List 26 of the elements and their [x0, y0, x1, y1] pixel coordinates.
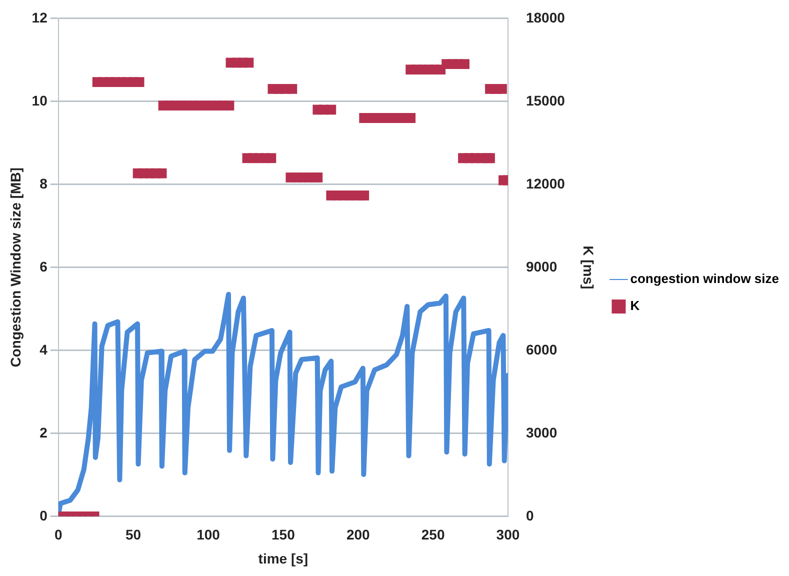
legend-label: congestion window size	[630, 271, 780, 286]
y-tick-label: 2	[40, 424, 48, 440]
x-tick-label: 200	[346, 526, 370, 543]
y2-tick-label: 18000	[526, 9, 566, 26]
y2-axis-title: K [ms]	[580, 246, 596, 290]
y2-tick-label: 3000	[526, 424, 558, 440]
x-axis-title: time [s]	[258, 550, 308, 566]
y2-tick-label: 6000	[526, 341, 558, 358]
y2-tick-label: 12000	[526, 175, 566, 192]
y-tick-label: 4	[40, 341, 48, 358]
y-tick-label: 6	[40, 258, 48, 274]
legend-label: K	[630, 298, 640, 314]
y2-tick-label: 15000	[526, 92, 566, 108]
y2-tick-label: 0	[526, 507, 534, 524]
x-tick-label: 300	[496, 526, 520, 543]
x-tick-label: 0	[54, 526, 62, 543]
y-tick-label: 12	[32, 9, 48, 26]
y-tick-label: 8	[40, 175, 48, 192]
y-tick-label: 0	[40, 507, 48, 524]
y2-tick-label: 9000	[526, 258, 558, 274]
y-tick-label: 10	[32, 92, 48, 108]
x-tick-label: 250	[421, 526, 445, 543]
x-tick-label: 100	[196, 526, 220, 543]
y-axis-title: Congestion Window size [MB]	[7, 168, 24, 368]
x-tick-label: 50	[126, 526, 142, 543]
x-tick-label: 150	[271, 526, 296, 543]
